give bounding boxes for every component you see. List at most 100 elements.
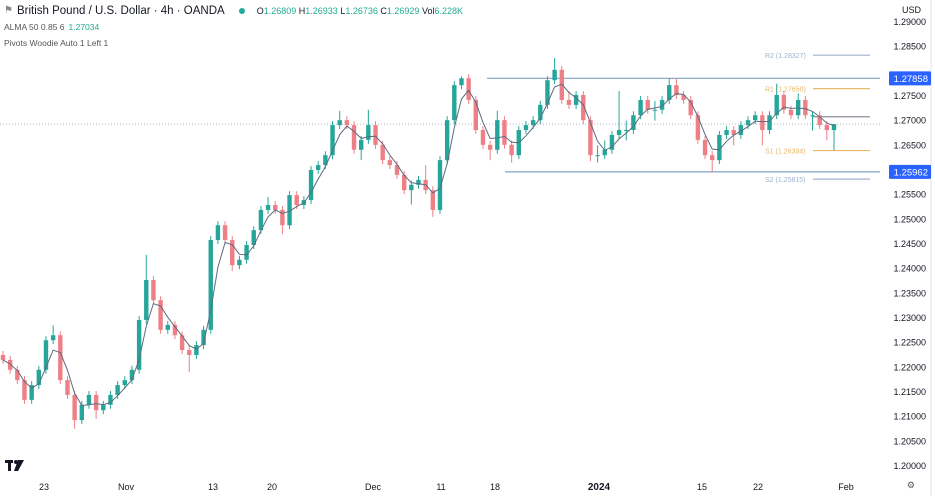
candle xyxy=(36,365,42,390)
symbol-row[interactable]: ⚑ British Pound / U.S. Dollar · 4h · OAN… xyxy=(4,3,463,19)
candle xyxy=(480,126,486,149)
symbol-title[interactable]: British Pound / U.S. Dollar · 4h · OANDA xyxy=(16,5,225,17)
candle-body xyxy=(136,319,142,370)
candle xyxy=(58,331,63,385)
candle xyxy=(645,95,650,114)
candle xyxy=(316,161,321,174)
candle-body xyxy=(810,115,815,117)
candle-body xyxy=(717,134,722,161)
candle xyxy=(151,276,156,305)
candle-body xyxy=(487,144,493,150)
candle xyxy=(215,221,221,244)
pivots-indicator-row[interactable]: Pivots Woodie Auto 1 Left 1 xyxy=(4,35,463,51)
pivot-s1-label: S1 (1.26394) xyxy=(765,149,805,156)
candle xyxy=(631,111,636,134)
candle-body xyxy=(616,130,622,135)
candle-body xyxy=(803,99,808,116)
alma-value: 1.27034 xyxy=(68,22,100,32)
price-tick-label: 1.21500 xyxy=(893,387,926,397)
candle xyxy=(122,376,127,390)
candle-body xyxy=(151,279,156,301)
candle xyxy=(258,206,264,235)
candle xyxy=(616,91,622,139)
candle-body xyxy=(72,394,77,421)
candle xyxy=(423,165,428,195)
candle xyxy=(50,325,56,345)
candle xyxy=(165,320,170,334)
price-tick-label: 1.25500 xyxy=(893,190,926,200)
candle-body xyxy=(731,130,736,135)
alma-line xyxy=(2,83,835,407)
candle-body xyxy=(430,190,436,210)
candle xyxy=(201,325,206,350)
candle-body xyxy=(573,95,579,105)
candle xyxy=(523,121,529,134)
candle xyxy=(444,116,450,165)
candle-body xyxy=(767,115,772,131)
price-tick-label: 1.21000 xyxy=(893,412,926,422)
candle-body xyxy=(631,115,636,131)
candle-body xyxy=(323,155,328,166)
candle xyxy=(0,351,6,364)
candle xyxy=(781,91,787,114)
candle xyxy=(831,124,837,151)
candle-body xyxy=(688,99,693,116)
candles xyxy=(0,58,837,429)
time-axis[interactable]: 23 Nov 13 20 Dec 11 18 2024 15 22 Feb xyxy=(39,482,854,493)
candle xyxy=(724,126,729,139)
candle xyxy=(609,131,615,154)
candle xyxy=(194,341,199,359)
candle-body xyxy=(358,139,364,150)
price-tick-label: 1.26500 xyxy=(893,140,926,150)
candle xyxy=(581,91,586,125)
candle-body xyxy=(437,160,443,210)
candle-body xyxy=(201,329,206,346)
candle xyxy=(373,121,378,149)
candle-body xyxy=(108,394,113,405)
candle xyxy=(817,111,822,130)
candle xyxy=(65,376,70,399)
candle xyxy=(351,121,357,154)
candle-body xyxy=(215,225,221,241)
price-tick-label: 1.29000 xyxy=(893,17,926,27)
price-axis[interactable]: 1.29000 1.28500 1.27500 1.27000 1.26500 1.255… xyxy=(893,17,926,471)
pivot-r2-label: R2 (1.28327) xyxy=(765,53,806,60)
candle-body xyxy=(710,155,715,161)
pivot-lines: R2 (1.28327) R1 (1.27650) S1 (1.26394) S2 (… xyxy=(765,53,870,184)
time-tick-label: 13 xyxy=(208,482,218,492)
candle xyxy=(738,121,744,139)
candle xyxy=(573,91,579,109)
candle xyxy=(803,95,808,120)
candle-body xyxy=(65,380,70,395)
candle-body xyxy=(258,209,264,231)
alma-indicator-row[interactable]: ALMA 50 0.85 6 1.27034 xyxy=(4,19,463,35)
candle xyxy=(158,296,163,334)
candle-body xyxy=(645,99,650,110)
candle xyxy=(416,175,421,189)
candle-body xyxy=(265,205,271,210)
time-tick-label: 11 xyxy=(436,482,445,492)
candle xyxy=(172,320,178,340)
time-tick-label: Nov xyxy=(118,482,135,492)
candle xyxy=(273,201,278,214)
time-tick-label: Dec xyxy=(365,482,382,492)
candle-body xyxy=(316,165,321,170)
candle-body xyxy=(330,125,335,156)
candle-body xyxy=(280,209,285,226)
candle-body xyxy=(101,404,106,411)
candle xyxy=(502,116,507,149)
candle xyxy=(767,111,772,134)
price-tick-label: 1.24500 xyxy=(893,239,926,249)
candle-body xyxy=(122,380,127,386)
candle-body xyxy=(230,240,235,266)
candle-body xyxy=(172,324,178,336)
currency-label[interactable]: USD xyxy=(901,5,921,15)
gear-icon[interactable]: ⚙ xyxy=(906,480,915,490)
candle xyxy=(538,100,543,125)
price-tick-label: 1.28500 xyxy=(893,42,926,52)
alma-label: ALMA 50 0.85 6 xyxy=(4,22,65,32)
candle-body xyxy=(86,394,92,405)
candle-body xyxy=(0,354,6,360)
candle xyxy=(129,365,135,385)
